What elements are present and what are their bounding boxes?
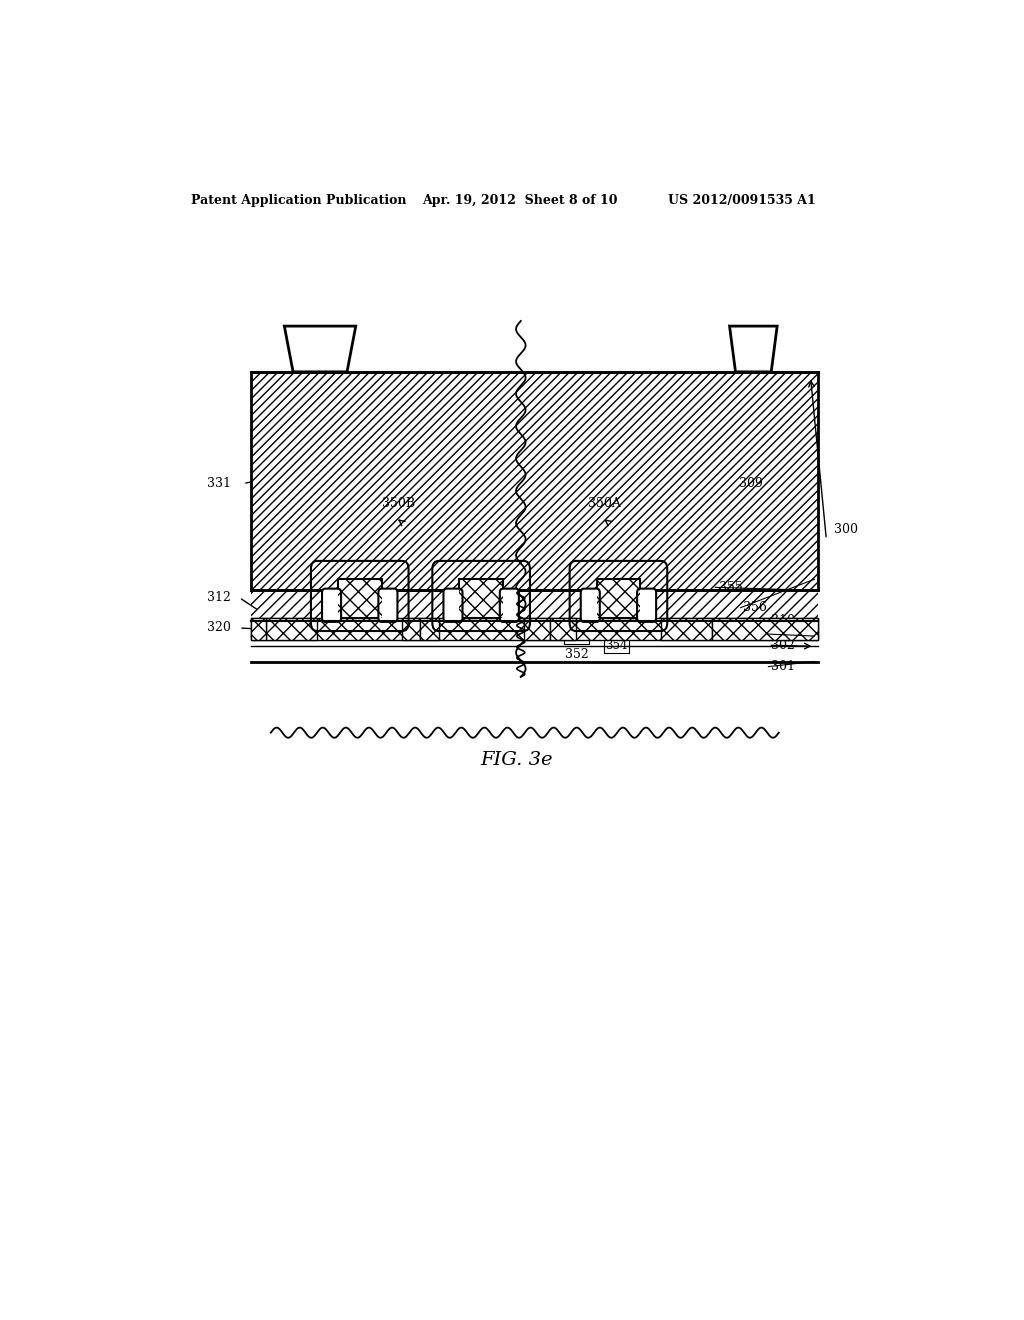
Text: 331: 331 (207, 477, 231, 490)
Bar (251, 618, 265, 640)
Bar (265, 618, 317, 640)
Bar (338, 579, 382, 618)
FancyBboxPatch shape (322, 589, 341, 622)
FancyBboxPatch shape (500, 589, 519, 622)
FancyBboxPatch shape (379, 589, 397, 622)
Bar (460, 579, 503, 618)
Bar (460, 579, 503, 618)
Text: US 2012/0091535 A1: US 2012/0091535 A1 (668, 194, 815, 207)
Text: 300: 300 (835, 523, 858, 536)
Text: 301: 301 (771, 660, 795, 673)
Bar (523, 618, 550, 640)
Bar (597, 579, 640, 618)
Bar (660, 618, 713, 640)
Text: 355: 355 (771, 627, 795, 640)
Bar (597, 579, 640, 618)
Text: Patent Application Publication: Patent Application Publication (191, 194, 407, 207)
Text: 351: 351 (599, 614, 622, 627)
Text: 352: 352 (564, 648, 588, 661)
Text: 309: 309 (739, 477, 763, 490)
Text: 355: 355 (719, 581, 743, 594)
Bar (523, 618, 550, 640)
Bar (251, 618, 265, 640)
Bar (550, 618, 575, 640)
Polygon shape (729, 326, 777, 372)
Text: 320: 320 (207, 622, 231, 635)
Text: 353: 353 (565, 630, 588, 643)
Bar (338, 579, 382, 618)
Text: Apr. 19, 2012  Sheet 8 of 10: Apr. 19, 2012 Sheet 8 of 10 (422, 194, 617, 207)
Text: FIG. 3e: FIG. 3e (480, 751, 553, 770)
Bar (402, 618, 421, 640)
Text: 354: 354 (605, 639, 628, 652)
Text: 350A: 350A (588, 498, 622, 511)
FancyBboxPatch shape (637, 589, 656, 622)
Text: 356: 356 (743, 601, 767, 614)
Bar (660, 618, 713, 640)
Bar (421, 618, 438, 640)
Text: 350B: 350B (382, 498, 415, 511)
Polygon shape (285, 326, 355, 372)
Bar (713, 618, 818, 640)
Bar (402, 618, 421, 640)
Bar (550, 618, 575, 640)
FancyBboxPatch shape (581, 589, 600, 622)
Bar (251, 590, 818, 620)
Bar (265, 618, 317, 640)
Text: 302: 302 (771, 639, 795, 652)
Bar (251, 372, 818, 590)
Bar (713, 618, 818, 640)
Bar (421, 618, 438, 640)
Bar (251, 372, 818, 590)
FancyBboxPatch shape (443, 589, 463, 622)
Bar (251, 618, 818, 640)
Text: 312: 312 (207, 591, 231, 605)
Bar (251, 618, 818, 640)
Text: 310: 310 (771, 614, 795, 627)
